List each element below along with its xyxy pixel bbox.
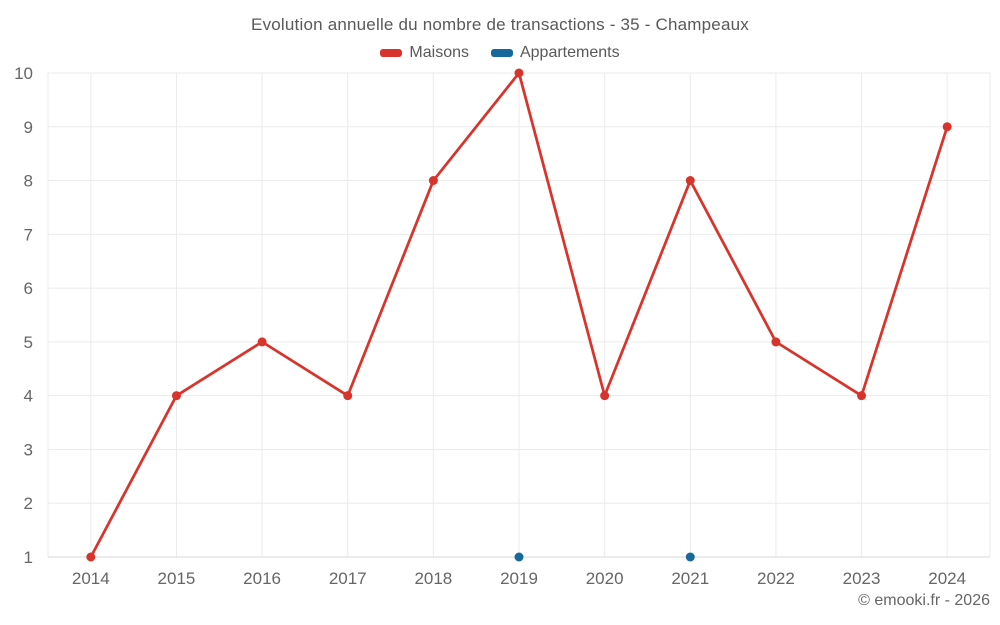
chart-title: Evolution annuelle du nombre de transact… (251, 15, 749, 34)
data-point-maisons (86, 552, 96, 562)
y-axis-tick-label: 8 (24, 172, 33, 191)
data-point-maisons (343, 391, 353, 401)
x-axis-tick-label: 2014 (72, 569, 110, 588)
data-point-maisons (942, 122, 952, 132)
y-axis-tick-label: 5 (24, 333, 33, 352)
data-point-maisons (257, 337, 267, 347)
x-axis-tick-label: 2022 (757, 569, 795, 588)
credits-link[interactable]: © emooki.fr - 2026 (858, 592, 990, 609)
y-axis-tick-label: 4 (24, 387, 33, 406)
x-axis-tick-label: 2018 (414, 569, 452, 588)
x-axis-tick-label: 2021 (671, 569, 709, 588)
legend-item-maisons[interactable]: Maisons (380, 44, 469, 62)
data-point-maisons (685, 176, 695, 186)
data-point-maisons (428, 176, 438, 186)
y-axis-tick-label: 6 (24, 279, 33, 298)
y-axis-tick-label: 9 (24, 118, 33, 137)
data-point-maisons (514, 68, 524, 78)
x-axis-tick-label: 2017 (329, 569, 367, 588)
legend-label-maisons: Maisons (409, 44, 469, 61)
data-point-maisons (600, 391, 610, 401)
x-axis-tick-label: 2023 (843, 569, 881, 588)
x-axis-tick-label: 2016 (243, 569, 281, 588)
y-axis-tick-label: 10 (14, 64, 33, 83)
data-point-appartements (514, 552, 524, 562)
appartements-series-swatch-icon (490, 49, 513, 57)
data-point-maisons (857, 391, 867, 401)
legend-label-appartements: Appartements (519, 44, 620, 61)
y-axis-tick-label: 7 (24, 225, 33, 244)
x-axis-tick-label: 2024 (928, 569, 966, 588)
y-axis-tick-label: 2 (24, 494, 33, 513)
data-point-appartements (685, 552, 695, 562)
data-point-maisons (171, 391, 181, 401)
x-axis-tick-label: 2020 (586, 569, 624, 588)
data-point-maisons (771, 337, 781, 347)
maisons-series-swatch-icon (380, 49, 403, 57)
chart-legend: Maisons Appartements (0, 44, 1000, 62)
x-axis-tick-label: 2015 (158, 569, 196, 588)
x-axis-tick-label: 2019 (500, 569, 538, 588)
y-axis-tick-label: 3 (24, 440, 33, 459)
legend-item-appartements[interactable]: Appartements (490, 44, 620, 62)
y-axis-tick-label: 1 (24, 548, 33, 567)
